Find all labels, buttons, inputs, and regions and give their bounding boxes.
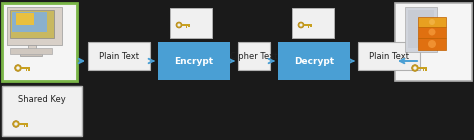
Bar: [170, 8, 212, 38]
Bar: [28, 45, 36, 53]
Bar: [426, 69, 427, 71]
Bar: [304, 24, 311, 26]
Circle shape: [13, 121, 19, 127]
Bar: [20, 52, 42, 56]
Text: Encrypt: Encrypt: [174, 57, 214, 66]
Bar: [419, 67, 427, 69]
Bar: [278, 42, 350, 80]
Bar: [28, 69, 30, 71]
Bar: [408, 10, 434, 48]
Circle shape: [413, 66, 417, 70]
Bar: [238, 42, 270, 70]
Bar: [418, 17, 446, 27]
Bar: [158, 42, 230, 80]
Text: Cipher Text: Cipher Text: [230, 52, 278, 60]
Bar: [405, 7, 437, 52]
Bar: [16, 13, 34, 25]
Bar: [24, 125, 25, 127]
Circle shape: [412, 65, 419, 71]
Bar: [182, 24, 190, 26]
Bar: [395, 3, 472, 81]
Bar: [186, 26, 187, 28]
Bar: [188, 26, 190, 27]
Circle shape: [428, 40, 436, 48]
Bar: [2, 3, 77, 81]
Bar: [418, 27, 446, 38]
Text: Plain Text: Plain Text: [369, 52, 409, 60]
Bar: [12, 12, 47, 32]
Circle shape: [16, 66, 20, 70]
Bar: [310, 26, 311, 27]
Circle shape: [300, 24, 302, 27]
Bar: [7, 7, 62, 45]
Bar: [27, 125, 28, 127]
Circle shape: [15, 65, 21, 71]
Circle shape: [176, 22, 182, 28]
Bar: [21, 67, 30, 69]
Circle shape: [177, 24, 181, 27]
Bar: [26, 69, 27, 71]
Bar: [292, 8, 334, 38]
Bar: [88, 42, 150, 70]
Text: Plain Text: Plain Text: [99, 52, 139, 60]
Text: Shared Key: Shared Key: [18, 95, 66, 104]
Bar: [418, 38, 446, 50]
Bar: [308, 26, 309, 28]
Bar: [10, 10, 54, 38]
Bar: [19, 123, 28, 125]
Circle shape: [298, 22, 304, 28]
Circle shape: [428, 29, 436, 36]
Circle shape: [429, 19, 435, 25]
Bar: [358, 42, 420, 70]
Bar: [423, 69, 424, 71]
Bar: [2, 86, 82, 136]
Text: Decrypt: Decrypt: [294, 57, 334, 66]
Circle shape: [14, 122, 18, 126]
Bar: [10, 48, 52, 54]
